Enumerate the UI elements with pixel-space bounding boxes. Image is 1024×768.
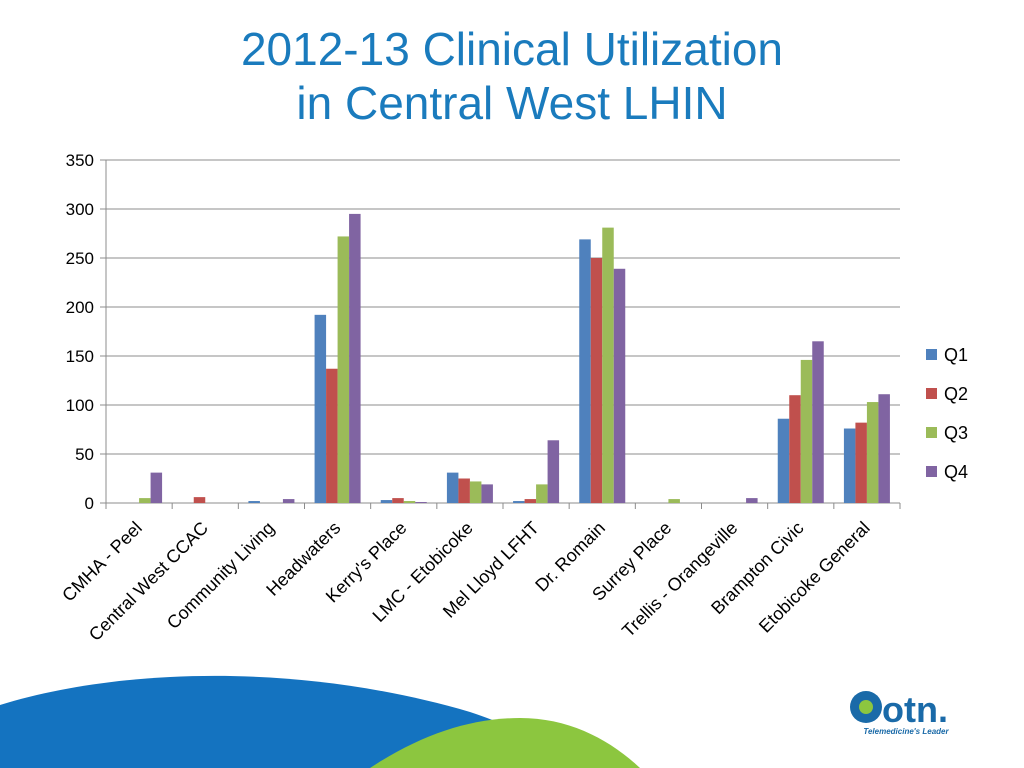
bar-q2 [193,497,206,503]
bar-q1 [248,501,260,503]
bar-q2 [855,422,867,503]
slide-title: 2012-13 Clinical Utilization in Central … [0,22,1024,130]
bar-q3 [469,481,482,503]
bar-q2 [326,368,338,503]
footer-green-swoosh [370,718,640,768]
category-label: Central West CCAC [85,518,212,645]
legend-label-q2: Q2 [944,384,968,404]
legend-label-q3: Q3 [944,423,968,443]
bar-q3 [668,499,680,503]
bar-q2 [590,258,603,503]
bar-q1 [777,418,790,503]
bar-q2 [524,499,537,503]
bar-q1 [843,428,856,503]
category-label: Trellis - Orangeville [618,518,741,641]
y-tick-labels: 0 50 100 150 200 250 300 350 [66,151,94,513]
bars [139,213,890,503]
y-tick-label: 350 [66,151,94,170]
bar-q3 [536,484,548,503]
bar-q1 [579,239,591,503]
slide-title-line2: in Central West LHIN [296,77,728,129]
bar-q4 [812,341,824,503]
bar-q4 [150,472,163,503]
otn-tagline: Telemedicine's Leader [863,727,949,736]
y-tick-label: 100 [66,396,94,415]
y-tick-label: 150 [66,347,94,366]
y-tick-label: 50 [75,445,94,464]
bar-q4 [878,394,890,503]
category-label: Etobicoke General [755,518,874,637]
bar-q4 [547,440,560,503]
bar-q2 [789,395,801,503]
y-tick-label: 250 [66,249,94,268]
bar-q4 [746,498,758,503]
legend-swatch-q1 [926,349,937,360]
legend-swatch-q3 [926,427,937,438]
bar-q4 [481,484,493,503]
slide-title-line1: 2012-13 Clinical Utilization [240,23,784,75]
y-tick-label: 300 [66,200,94,219]
y-tick-label: 200 [66,298,94,317]
otn-logo-o-inner [859,700,873,714]
bar-q3 [800,359,813,503]
legend-label-q1: Q1 [944,345,968,365]
axes [100,159,901,509]
bar-q4 [613,268,626,503]
bar-q4 [349,213,361,503]
bar-q4 [282,499,295,503]
bar-q3 [337,236,350,503]
bar-q3 [139,498,151,503]
otn-logo-wordmark: otn. [882,689,948,730]
legend-swatch-q4 [926,466,937,477]
legend-swatch-q2 [926,388,937,399]
gridlines [106,159,900,504]
y-tick-label: 0 [85,494,94,513]
legend-label-q4: Q4 [944,462,968,482]
legend: Q1 Q2 Q3 Q4 [926,345,968,482]
bar-q1 [513,501,525,503]
bar-q1 [314,314,327,503]
bar-q1 [380,500,393,503]
otn-logo: otn. [850,689,948,730]
bar-q3 [602,227,614,503]
bar-q2 [458,478,470,503]
bar-q3 [403,501,416,503]
bar-q2 [392,498,404,503]
bar-q4 [415,502,427,503]
bar-q3 [866,402,879,503]
bar-q1 [446,472,459,503]
